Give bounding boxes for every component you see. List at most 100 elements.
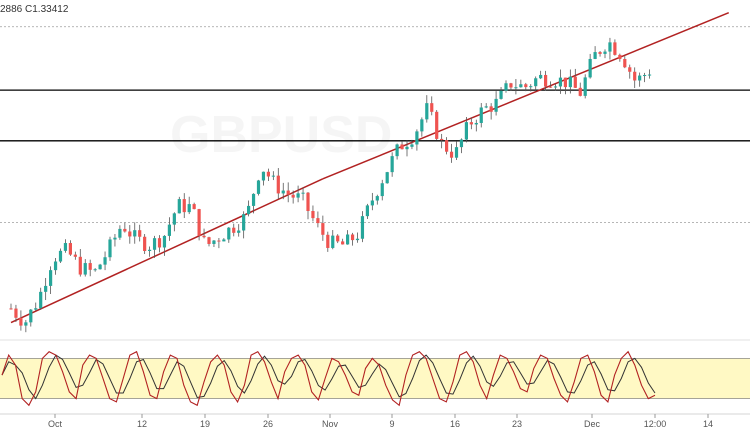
candle-body[interactable] [341,241,345,245]
candle-body[interactable] [232,227,236,233]
candle-body[interactable] [603,51,607,54]
candle-body[interactable] [53,261,58,271]
candle-body[interactable] [578,87,582,96]
candle-body[interactable] [44,285,48,292]
trendline[interactable] [322,11,730,180]
candle-body[interactable] [420,119,424,132]
candle-body[interactable] [251,193,256,206]
candle-body[interactable] [553,86,558,88]
candle-body[interactable] [628,67,632,72]
candle-body[interactable] [143,236,147,251]
candle-body[interactable] [58,250,63,262]
candle-body[interactable] [93,269,97,271]
candle-body[interactable] [623,58,627,68]
candle-body[interactable] [14,308,18,318]
candle-body[interactable] [593,52,597,59]
candle-body[interactable] [647,74,652,76]
candle-body[interactable] [311,211,315,219]
candle-body[interactable] [212,240,216,244]
candle-body[interactable] [375,196,379,201]
candle-body[interactable] [504,83,508,91]
candle-body[interactable] [360,216,365,239]
candle-body[interactable] [449,151,454,158]
candle-body[interactable] [83,263,87,275]
candle-body[interactable] [509,83,513,88]
candle-body[interactable] [563,77,567,88]
candle-body[interactable] [400,144,404,150]
candle-body[interactable] [618,54,622,59]
candle-body[interactable] [484,106,488,108]
candle-body[interactable] [321,223,325,235]
candle-body[interactable] [440,138,444,141]
candle-body[interactable] [138,230,142,237]
candle-body[interactable] [148,249,152,251]
candle-body[interactable] [152,238,157,250]
candle-body[interactable] [430,103,434,112]
candle-body[interactable] [365,205,369,217]
candle-body[interactable] [68,243,72,255]
candle-body[interactable] [568,76,572,88]
candle-body[interactable] [598,52,602,54]
candle-body[interactable] [336,235,340,242]
candle-body[interactable] [558,77,563,87]
candle-body[interactable] [98,264,102,270]
candle-body[interactable] [474,122,478,125]
candle-body[interactable] [539,74,543,79]
candle-body[interactable] [410,144,414,147]
candle-body[interactable] [306,192,310,212]
candle-body[interactable] [469,122,473,125]
candle-body[interactable] [162,235,167,248]
candle-body[interactable] [63,243,68,251]
candle-body[interactable] [395,144,399,157]
candle-body[interactable] [123,228,127,232]
candle-body[interactable] [78,256,82,275]
candle-body[interactable] [296,193,300,198]
candle-body[interactable] [425,103,429,120]
candle-body[interactable] [643,75,647,77]
candle-body[interactable] [207,237,211,244]
candle-body[interactable] [573,76,577,88]
candle-body[interactable] [108,239,112,258]
candle-body[interactable] [271,175,275,177]
candle-body[interactable] [415,131,419,145]
candle-body[interactable] [519,84,523,88]
candle-body[interactable] [103,257,107,265]
stochastic-d-line[interactable] [1,354,656,400]
candle-body[interactable] [34,308,38,310]
candle-body[interactable] [88,263,92,270]
candle-body[interactable] [133,230,137,237]
candle-body[interactable] [380,183,384,197]
candle-body[interactable] [49,270,53,286]
candle-body[interactable] [435,111,439,139]
candle-body[interactable] [39,291,43,309]
candle-body[interactable] [459,139,464,148]
candle-body[interactable] [583,77,587,96]
candle-body[interactable] [177,199,181,214]
candle-body[interactable] [346,234,350,245]
candle-body[interactable] [454,147,459,158]
candle-body[interactable] [217,240,221,242]
candle-body[interactable] [118,228,122,238]
candle-body[interactable] [157,238,162,248]
candle-body[interactable] [489,106,493,112]
candle-body[interactable] [256,180,261,194]
candle-body[interactable] [548,86,553,88]
candle-body[interactable] [197,209,201,236]
candle-body[interactable] [514,87,518,89]
candle-body[interactable] [281,190,285,194]
candle-body[interactable] [237,230,241,233]
candle-body[interactable] [128,231,132,237]
candle-body[interactable] [608,42,612,52]
candle-body[interactable] [638,75,642,81]
candle-body[interactable] [73,254,77,257]
candle-body[interactable] [9,308,13,310]
candle-body[interactable] [291,194,295,198]
candle-body[interactable] [390,156,394,173]
candle-body[interactable] [247,205,251,215]
candle-body[interactable] [544,74,548,87]
candle-body[interactable] [227,227,231,240]
candle-body[interactable] [29,309,33,323]
candle-body[interactable] [588,58,592,78]
candle-body[interactable] [355,238,360,241]
candle-body[interactable] [192,204,196,210]
